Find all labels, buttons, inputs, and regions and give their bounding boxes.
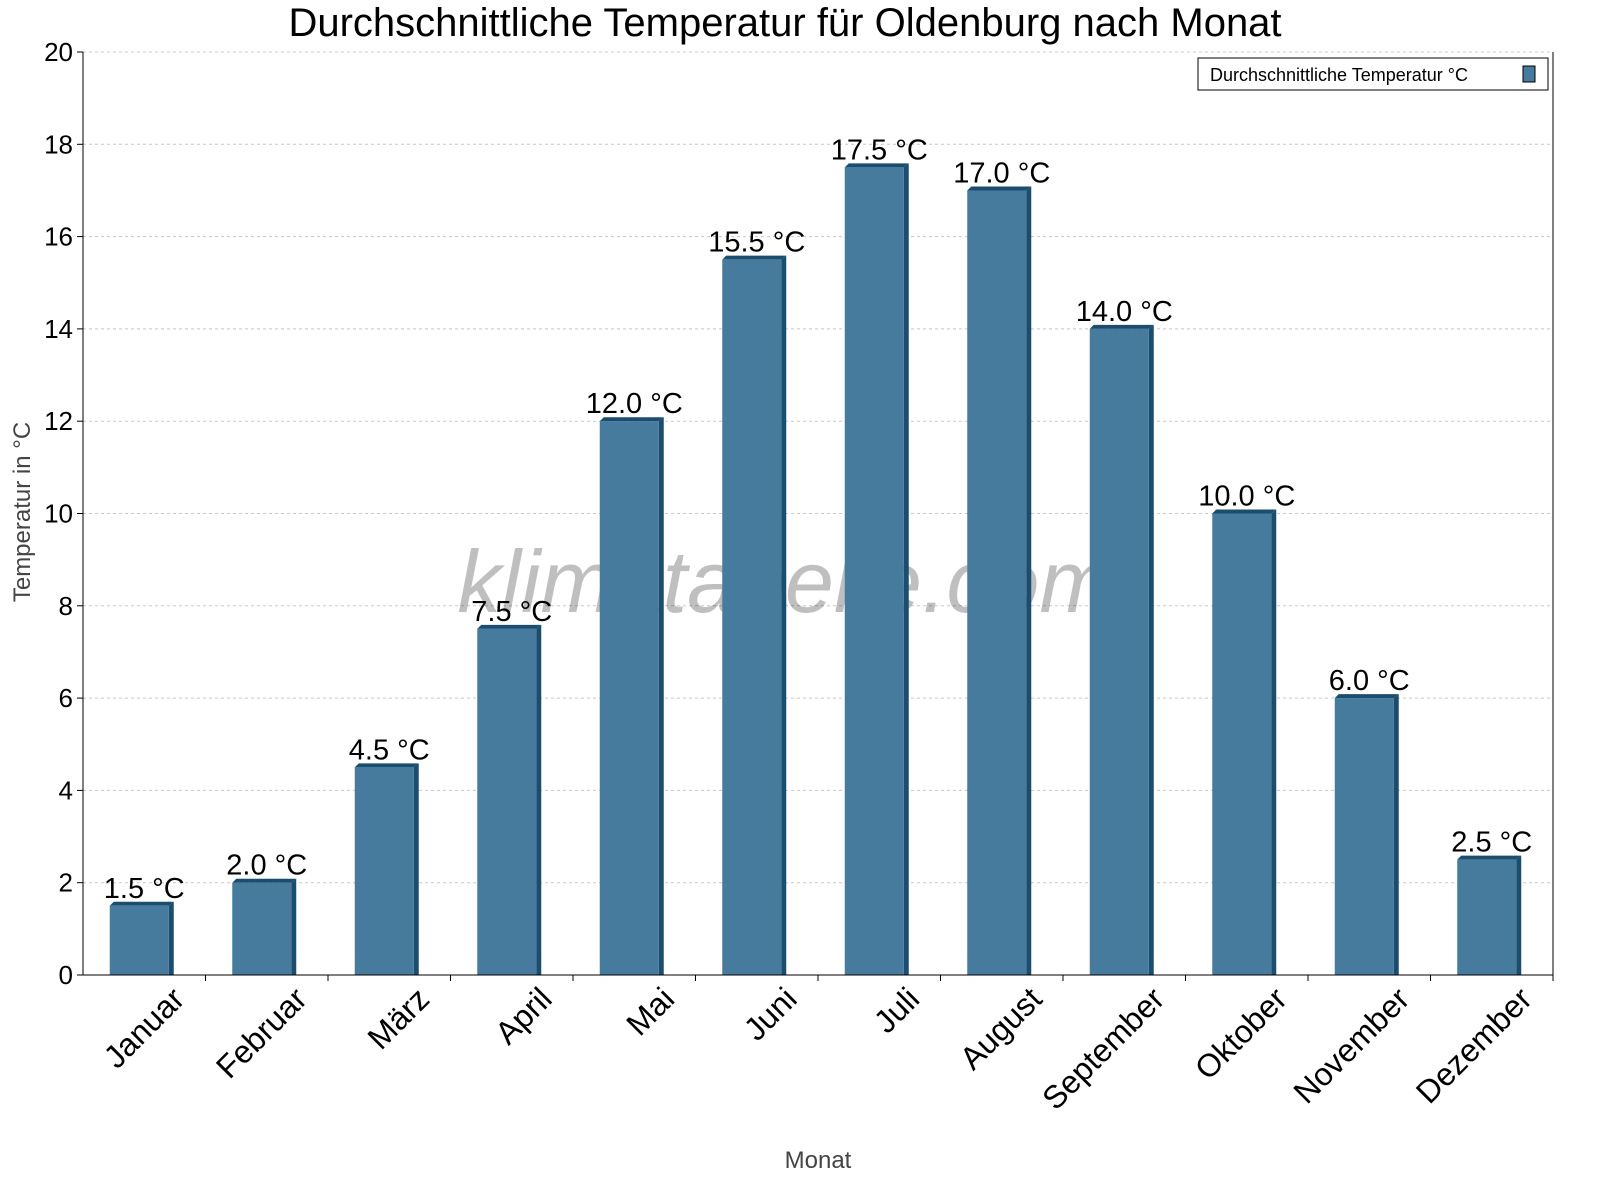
bar-11: 2.5 °C	[1451, 827, 1532, 975]
bar-top	[477, 624, 542, 629]
y-tick-label: 6	[59, 683, 73, 713]
bar-side	[1393, 694, 1399, 975]
y-tick-label: 0	[59, 960, 73, 990]
bar-top	[967, 186, 1032, 191]
y-tick-label: 2	[59, 868, 73, 898]
bar-2: 4.5 °C	[349, 734, 430, 975]
bar-top	[232, 878, 297, 883]
x-tick-label: März	[360, 980, 436, 1056]
y-tick-label: 8	[59, 591, 73, 621]
bar-4: 12.0 °C	[586, 388, 683, 975]
bar-top	[599, 417, 664, 422]
data-label: 6.0 °C	[1329, 665, 1410, 697]
data-label: 2.5 °C	[1451, 827, 1532, 859]
x-tick-label: Januar	[97, 980, 192, 1075]
bar	[1457, 859, 1517, 975]
data-label: 7.5 °C	[471, 596, 552, 628]
y-tick-label: 4	[59, 775, 73, 805]
bar-top	[109, 901, 174, 906]
x-tick-label: Mai	[619, 980, 681, 1042]
data-label: 14.0 °C	[1076, 296, 1173, 328]
bar-top	[722, 255, 787, 260]
y-tick-label: 14	[44, 314, 73, 344]
bar-9: 10.0 °C	[1198, 481, 1295, 975]
data-label: 12.0 °C	[586, 388, 683, 420]
data-label: 1.5 °C	[104, 873, 185, 905]
bar-side	[1271, 509, 1277, 975]
x-tick-label: September	[1035, 980, 1171, 1116]
y-axis-title: Temperatur in °C	[9, 422, 36, 602]
y-tick-label: 20	[44, 37, 73, 67]
bar-side	[1148, 324, 1154, 975]
y-tick-label: 12	[44, 406, 73, 436]
y-tick-label: 16	[44, 222, 73, 252]
bar-0: 1.5 °C	[104, 873, 185, 975]
legend-label: Durchschnittliche Temperatur °C	[1210, 65, 1468, 85]
bar	[109, 905, 169, 975]
bar	[1212, 513, 1272, 975]
x-tick-label: Oktober	[1188, 980, 1294, 1086]
bar	[1089, 328, 1149, 975]
legend: Durchschnittliche Temperatur °C	[1197, 57, 1549, 91]
bar-side	[536, 624, 542, 975]
bar-side	[291, 878, 297, 975]
x-tick-label: Februar	[209, 980, 314, 1085]
data-label: 4.5 °C	[349, 734, 430, 766]
bar-top	[1334, 694, 1399, 699]
grid	[83, 51, 1553, 884]
bar-10: 6.0 °C	[1329, 665, 1410, 975]
bar-side	[413, 763, 419, 975]
bar	[1334, 698, 1394, 975]
bar-1: 2.0 °C	[226, 850, 307, 975]
bar	[722, 259, 782, 975]
bar	[477, 628, 537, 975]
y-tick-label: 18	[44, 129, 73, 159]
bar-top	[844, 163, 909, 168]
x-tick-label: August	[953, 980, 1049, 1076]
bar	[599, 421, 659, 975]
bar	[354, 767, 414, 975]
legend-swatch	[1522, 65, 1536, 83]
bar-top	[354, 763, 419, 768]
data-label: 17.0 °C	[953, 157, 1050, 189]
bar-side	[903, 163, 909, 975]
bars: 1.5 °C 2.0 °C 4.5 °C 7.5 °C 12.0 °C 15.5 °C 17…	[104, 134, 1532, 976]
y-tick-label: 10	[44, 499, 73, 529]
bar-side	[1026, 186, 1032, 975]
bar	[232, 882, 292, 975]
bar-side	[168, 901, 174, 975]
chart-title: Durchschnittliche Temperatur für Oldenbu…	[288, 1, 1281, 45]
data-label: 17.5 °C	[831, 134, 928, 166]
x-tick-label: Juni	[737, 980, 804, 1047]
bar-side	[781, 255, 787, 976]
x-axis-title: Monat	[785, 1147, 852, 1174]
data-label: 10.0 °C	[1198, 481, 1295, 513]
bar-top	[1212, 509, 1277, 514]
x-tick-label: April	[488, 980, 559, 1051]
x-tick-label: Juli	[867, 980, 926, 1039]
bar-8: 14.0 °C	[1076, 296, 1173, 975]
bar-side	[1516, 855, 1522, 975]
bar-top	[1457, 855, 1522, 860]
x-tick-label: November	[1286, 980, 1416, 1110]
bar	[844, 167, 904, 975]
bar-6: 17.5 °C	[831, 134, 928, 975]
data-label: 15.5 °C	[708, 227, 805, 259]
bar-7: 17.0 °C	[953, 157, 1050, 975]
data-label: 2.0 °C	[226, 850, 307, 882]
bar-3: 7.5 °C	[471, 596, 552, 975]
x-tick-label: Dezember	[1409, 980, 1539, 1110]
bar-side	[658, 417, 664, 975]
bar	[967, 190, 1027, 975]
bar-top	[1089, 324, 1154, 329]
bar-5: 15.5 °C	[708, 227, 805, 976]
